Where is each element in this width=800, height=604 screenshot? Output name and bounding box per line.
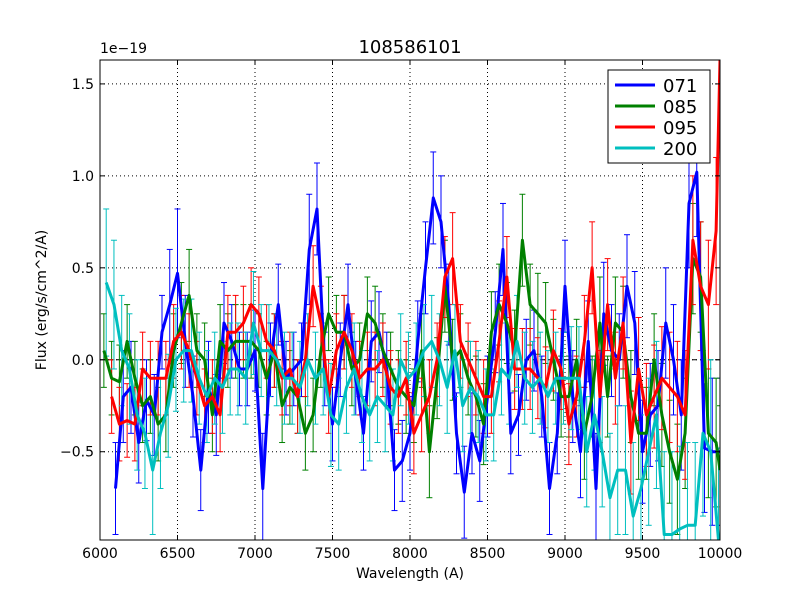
series-line-095	[110, 60, 720, 444]
y-tick-label: 0.0	[72, 353, 94, 369]
data-area	[100, 60, 720, 540]
legend-label-071: 071	[663, 76, 697, 97]
x-tick-label: 9000	[547, 546, 583, 562]
x-tick-label: 9500	[625, 546, 661, 562]
x-axis-label: Wavelength (A)	[356, 566, 464, 582]
ticks: 6000 6500 7000 7500 8000 8500 9000 9500 10000 −0.…	[60, 60, 742, 562]
x-tick-label: 7000	[237, 546, 273, 562]
y-tick-label: 0.5	[72, 261, 94, 277]
chart-title: 108586101	[358, 37, 461, 58]
x-tick-label: 10000	[698, 546, 743, 562]
legend-label-200: 200	[663, 139, 697, 160]
x-tick-label: 6000	[82, 546, 118, 562]
x-tick-label: 6500	[160, 546, 196, 562]
y-tick-label: −0.5	[60, 445, 94, 461]
x-tick-label: 7500	[315, 546, 351, 562]
errorbars-200	[103, 208, 720, 540]
series-line-200	[104, 282, 720, 540]
x-tick-label: 8000	[392, 546, 428, 562]
legend-label-085: 085	[663, 97, 697, 118]
x-tick-label: 8500	[470, 546, 506, 562]
y-tick-label: 1.0	[72, 169, 94, 185]
y-tick-label: 1.5	[72, 77, 94, 93]
y-axis-label: Flux (erg/s/cm^2/A)	[34, 230, 50, 370]
y-offset-label: 1e−19	[100, 41, 147, 57]
legend-label-095: 095	[663, 118, 697, 139]
series-line-085	[102, 238, 720, 481]
